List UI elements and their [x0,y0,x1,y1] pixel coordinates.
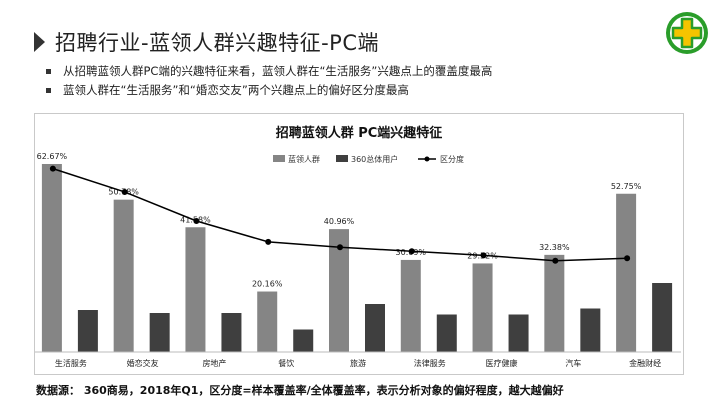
line-point [121,188,128,195]
data-label: 62.67% [37,152,68,161]
x-tick-label: 旅游 [350,358,366,368]
bar [508,314,529,352]
x-tick-label: 婚恋交友 [127,358,159,368]
bullet-square-icon [46,69,51,74]
line-point [624,255,631,262]
data-label: 20.16% [252,280,283,289]
line-point [480,252,487,259]
bar [113,199,134,352]
bar [149,313,170,352]
legend-label: 蓝领人群 [288,154,320,164]
bar [580,308,601,352]
bar [185,227,206,352]
bar [329,229,349,352]
bar [221,313,242,352]
page-title: 招聘行业-蓝领人群兴趣特征-PC端 [55,31,379,55]
logo-plus [671,17,703,49]
page-header: 招聘行业-蓝领人群兴趣特征-PC端 [34,26,379,58]
line-point [408,248,415,255]
summary-bullets: 从招聘蓝领人群PC端的兴趣特征来看，蓝领人群在“生活服务”兴趣点上的覆盖度最高 … [46,62,492,100]
x-tick-label: 餐饮 [278,358,294,368]
legend-line-marker [424,156,430,162]
x-tick-label: 法律服务 [414,358,446,368]
legend-swatch [336,155,348,162]
bar [436,314,457,352]
line-point [49,165,56,172]
title-arrow-icon [34,32,45,52]
bar [400,259,421,352]
bullet-item: 从招聘蓝领人群PC端的兴趣特征来看，蓝领人群在“生活服务”兴趣点上的覆盖度最高 [46,62,492,81]
bar [293,329,314,352]
bullet-text: 从招聘蓝领人群PC端的兴趣特征来看，蓝领人群在“生活服务”兴趣点上的覆盖度最高 [63,64,493,78]
bar [257,291,278,352]
bullet-item: 蓝领人群在“生活服务”和“婚恋交友”两个兴趣点上的偏好区分度最高 [46,81,492,100]
line-point [337,244,343,251]
legend-label: 360总体用户 [351,154,398,164]
bar [652,283,673,352]
chart-title: 招聘蓝领人群 PC端兴趣特征 [275,126,443,141]
bullet-square-icon [46,88,51,93]
chart-frame: 招聘蓝领人群 PC端兴趣特征 蓝领人群360总体用户区分度62.67%50.78… [34,113,684,375]
chart-svg: 蓝领人群360总体用户区分度62.67%50.78%41.58%20.16%40… [35,152,681,368]
x-tick-label: 汽车 [565,358,581,368]
source-note: 数据源： 360商易，2018年Q1，区分度=样本覆盖率/全体覆盖率，表示分析对… [36,384,564,397]
data-label: 52.75% [611,182,642,191]
bar [77,310,98,352]
legend-label: 区分度 [440,154,464,164]
x-tick-label: 金融财经 [629,358,661,368]
x-tick-label: 房地产 [202,358,226,368]
line-point [193,218,200,225]
data-label: 32.38% [539,243,570,252]
legend-swatch [273,155,285,162]
line-point [265,238,272,245]
bar [544,254,565,352]
x-tick-label: 医疗健康 [486,358,518,368]
bar [472,263,493,352]
data-label: 40.96% [324,217,355,226]
bar [41,163,62,352]
bar [616,193,637,352]
bar [365,304,385,352]
x-tick-label: 生活服务 [55,358,87,368]
line-point [552,257,559,264]
bullet-text: 蓝领人群在“生活服务”和“婚恋交友”两个兴趣点上的偏好区分度最高 [63,83,409,97]
plus-icon [666,12,708,54]
